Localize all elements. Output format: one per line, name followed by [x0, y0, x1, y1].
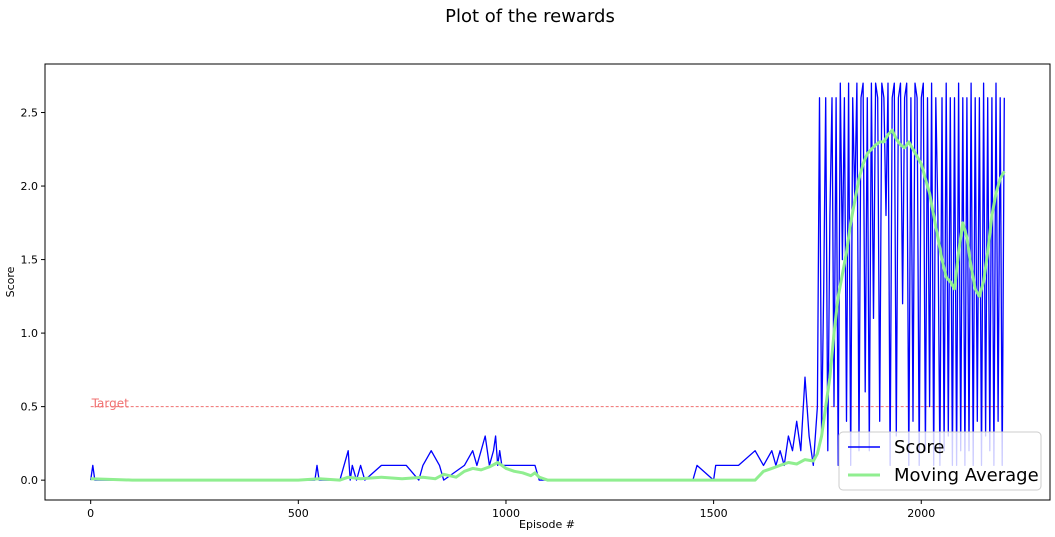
- legend: Score Moving Average: [838, 431, 1042, 491]
- x-tick-label: 1000: [492, 507, 520, 520]
- y-tick-label: 2.0: [21, 180, 39, 193]
- y-tick-label: 1.5: [21, 254, 39, 267]
- y-tick-label: 1.0: [21, 327, 39, 340]
- chart-title: Plot of the rewards: [445, 6, 615, 27]
- x-axis-label: Episode #: [519, 518, 575, 531]
- y-axis-label: Score: [4, 266, 17, 297]
- x-tick-label: 1500: [700, 507, 728, 520]
- x-axis: 0 500 1000 1500 2000: [87, 500, 935, 520]
- y-axis: 0.0 0.5 1.0 1.5 2.0 2.5: [21, 107, 45, 487]
- moving-average-series-line: [90, 128, 1006, 482]
- legend-moving-average-label: Moving Average: [894, 465, 1039, 486]
- x-tick-label: 500: [288, 507, 309, 520]
- series-group: [90, 82, 1006, 482]
- score-series-line: [90, 82, 1005, 481]
- x-tick-label: 0: [87, 507, 94, 520]
- legend-score-label: Score: [894, 437, 944, 458]
- y-tick-label: 0.5: [21, 401, 39, 414]
- y-tick-label: 0.0: [21, 474, 39, 487]
- legend-box: [838, 431, 1042, 491]
- plot-area: [44, 63, 1051, 501]
- target-label: Target: [91, 397, 129, 411]
- plot-frame: [44, 63, 1051, 501]
- y-tick-label: 2.5: [21, 107, 39, 120]
- x-tick-label: 2000: [907, 507, 935, 520]
- target-annotation: Target: [90, 397, 1005, 411]
